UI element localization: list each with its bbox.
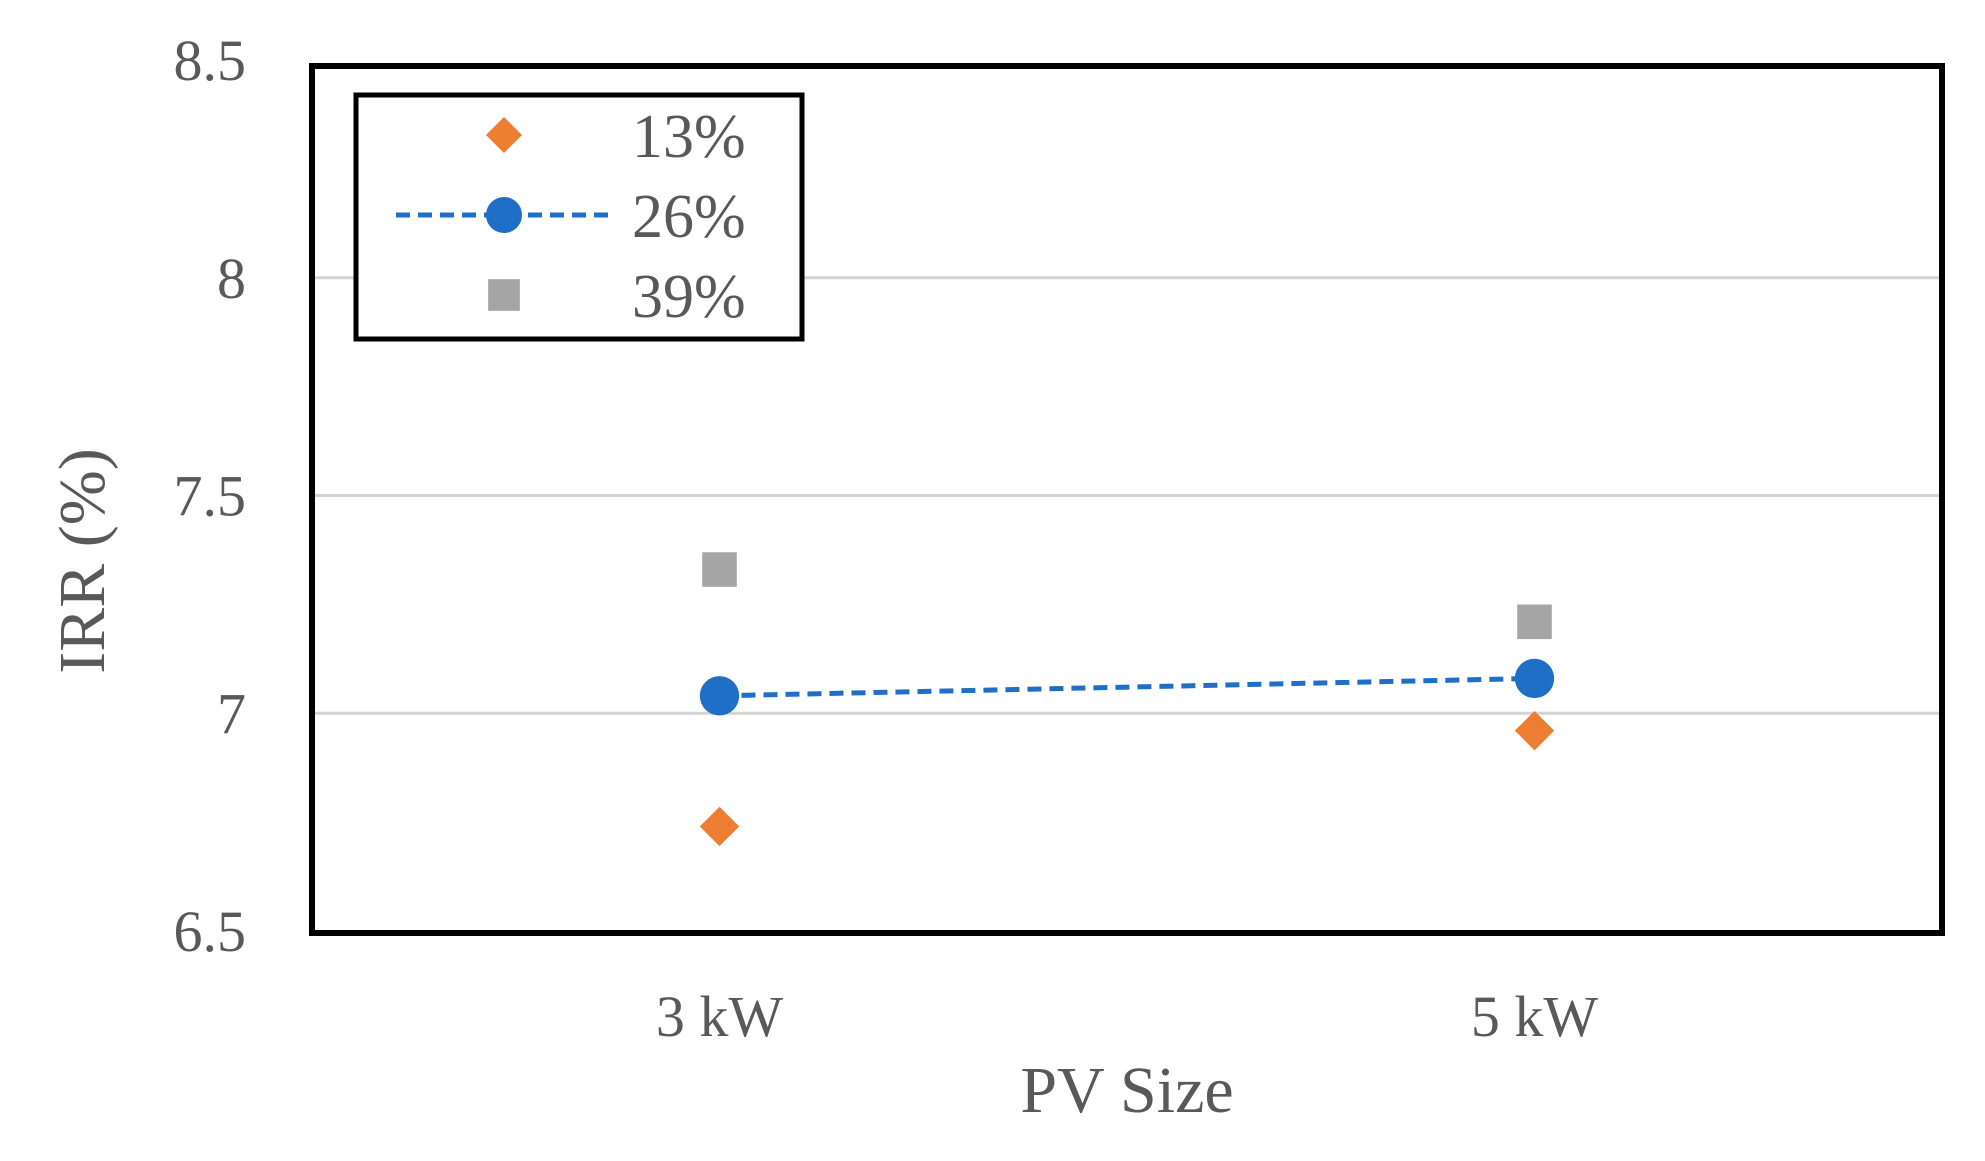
data-point (699, 676, 740, 716)
y-tick-label: 7 (217, 681, 246, 746)
legend-entry: 39% (488, 263, 746, 331)
data-point (1514, 710, 1555, 751)
data-point (1517, 604, 1552, 640)
y-tick-label: 6.5 (174, 899, 247, 964)
data-point (702, 552, 737, 587)
legend-label: 39% (632, 263, 746, 331)
x-axis-title: PV Size (1020, 1054, 1233, 1127)
y-tick-label: 8 (217, 246, 246, 311)
plot-area-frame (309, 63, 1945, 936)
y-axis-title: IRR (%) (46, 448, 119, 673)
series-layer (699, 552, 1555, 847)
legend-label: 26% (632, 183, 746, 251)
series-1 (699, 710, 1555, 847)
series-line (719, 675, 1535, 699)
legend-marker (485, 116, 523, 154)
series-3 (702, 552, 1552, 640)
data-point (699, 806, 740, 847)
legend-marker (485, 196, 523, 234)
x-axis-tick-labels: 3 kW 5 kW (656, 984, 1599, 1049)
gridlines (312, 276, 1942, 715)
series-2 (699, 658, 1555, 716)
y-axis-tick-labels: 6.5 7 7.5 8 8.5 (174, 28, 247, 964)
legend: 13% 26% 39% (353, 92, 805, 342)
x-tick-label: 5 kW (1471, 984, 1599, 1049)
legend-entry: 26% (396, 183, 746, 251)
legend-label: 13% (632, 103, 746, 171)
data-point (1514, 658, 1555, 699)
y-tick-label: 7.5 (174, 464, 247, 529)
x-tick-label: 3 kW (656, 984, 784, 1049)
legend-entry: 13% (485, 103, 746, 171)
legend-marker (488, 279, 520, 311)
y-tick-label: 8.5 (174, 28, 247, 93)
